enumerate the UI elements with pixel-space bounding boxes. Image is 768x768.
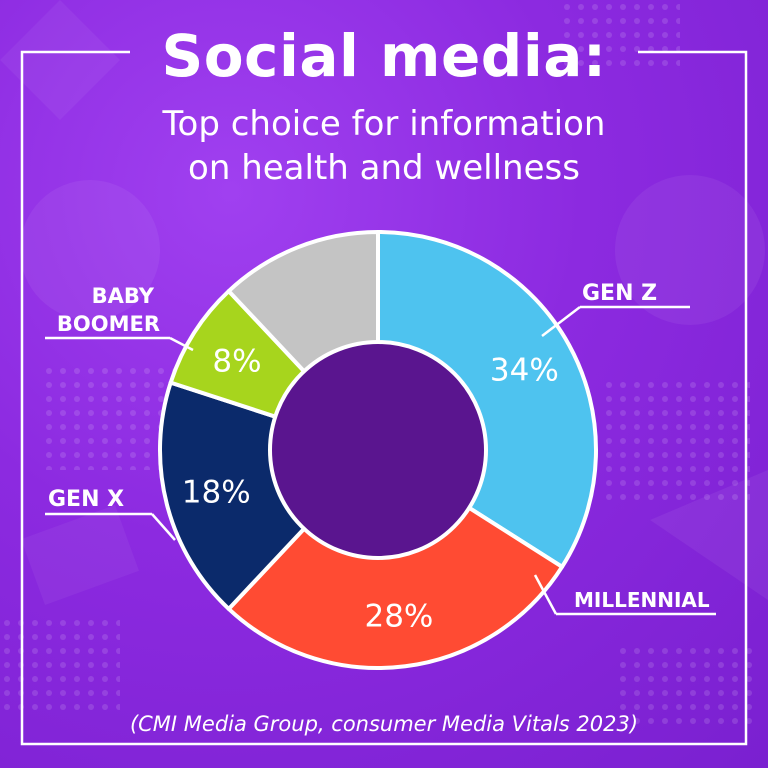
baby-boomer-label-line-1: BABY xyxy=(92,284,155,308)
value-label-gen-x: 18% xyxy=(182,475,251,511)
slice-millennial xyxy=(226,448,565,670)
callout-millennial: MILLENNIAL xyxy=(533,574,716,616)
gen-x-callout-leader xyxy=(151,513,176,541)
value-labels: 34% 28% 18% 8% xyxy=(182,344,559,635)
gen-z-label: GEN Z xyxy=(582,281,657,306)
source-citation: (CMI Media Group, consumer Media Vitals … xyxy=(129,712,639,736)
gen-x-label: GEN X xyxy=(48,487,124,512)
value-label-baby-boomer: 8% xyxy=(212,344,261,380)
callout-gen-z: GEN Z xyxy=(541,281,690,337)
callout-gen-x: GEN X xyxy=(45,487,176,541)
callout-baby-boomer: BABY BOOMER xyxy=(45,284,194,352)
donut-center xyxy=(268,340,488,560)
value-label-millennial: 28% xyxy=(364,599,433,635)
value-label-gen-z: 34% xyxy=(490,353,559,389)
baby-boomer-callout-leader xyxy=(169,336,194,352)
subtitle-line-1: Top choice for information xyxy=(162,104,606,144)
millennial-callout-leader xyxy=(533,574,558,615)
gen-z-callout-leader xyxy=(541,306,581,337)
baby-boomer-label-line-2: BOOMER xyxy=(57,312,160,336)
millennial-label: MILLENNIAL xyxy=(574,588,710,612)
subtitle-line-2: on health and wellness xyxy=(188,148,580,188)
page-title: Social media: xyxy=(161,22,607,90)
